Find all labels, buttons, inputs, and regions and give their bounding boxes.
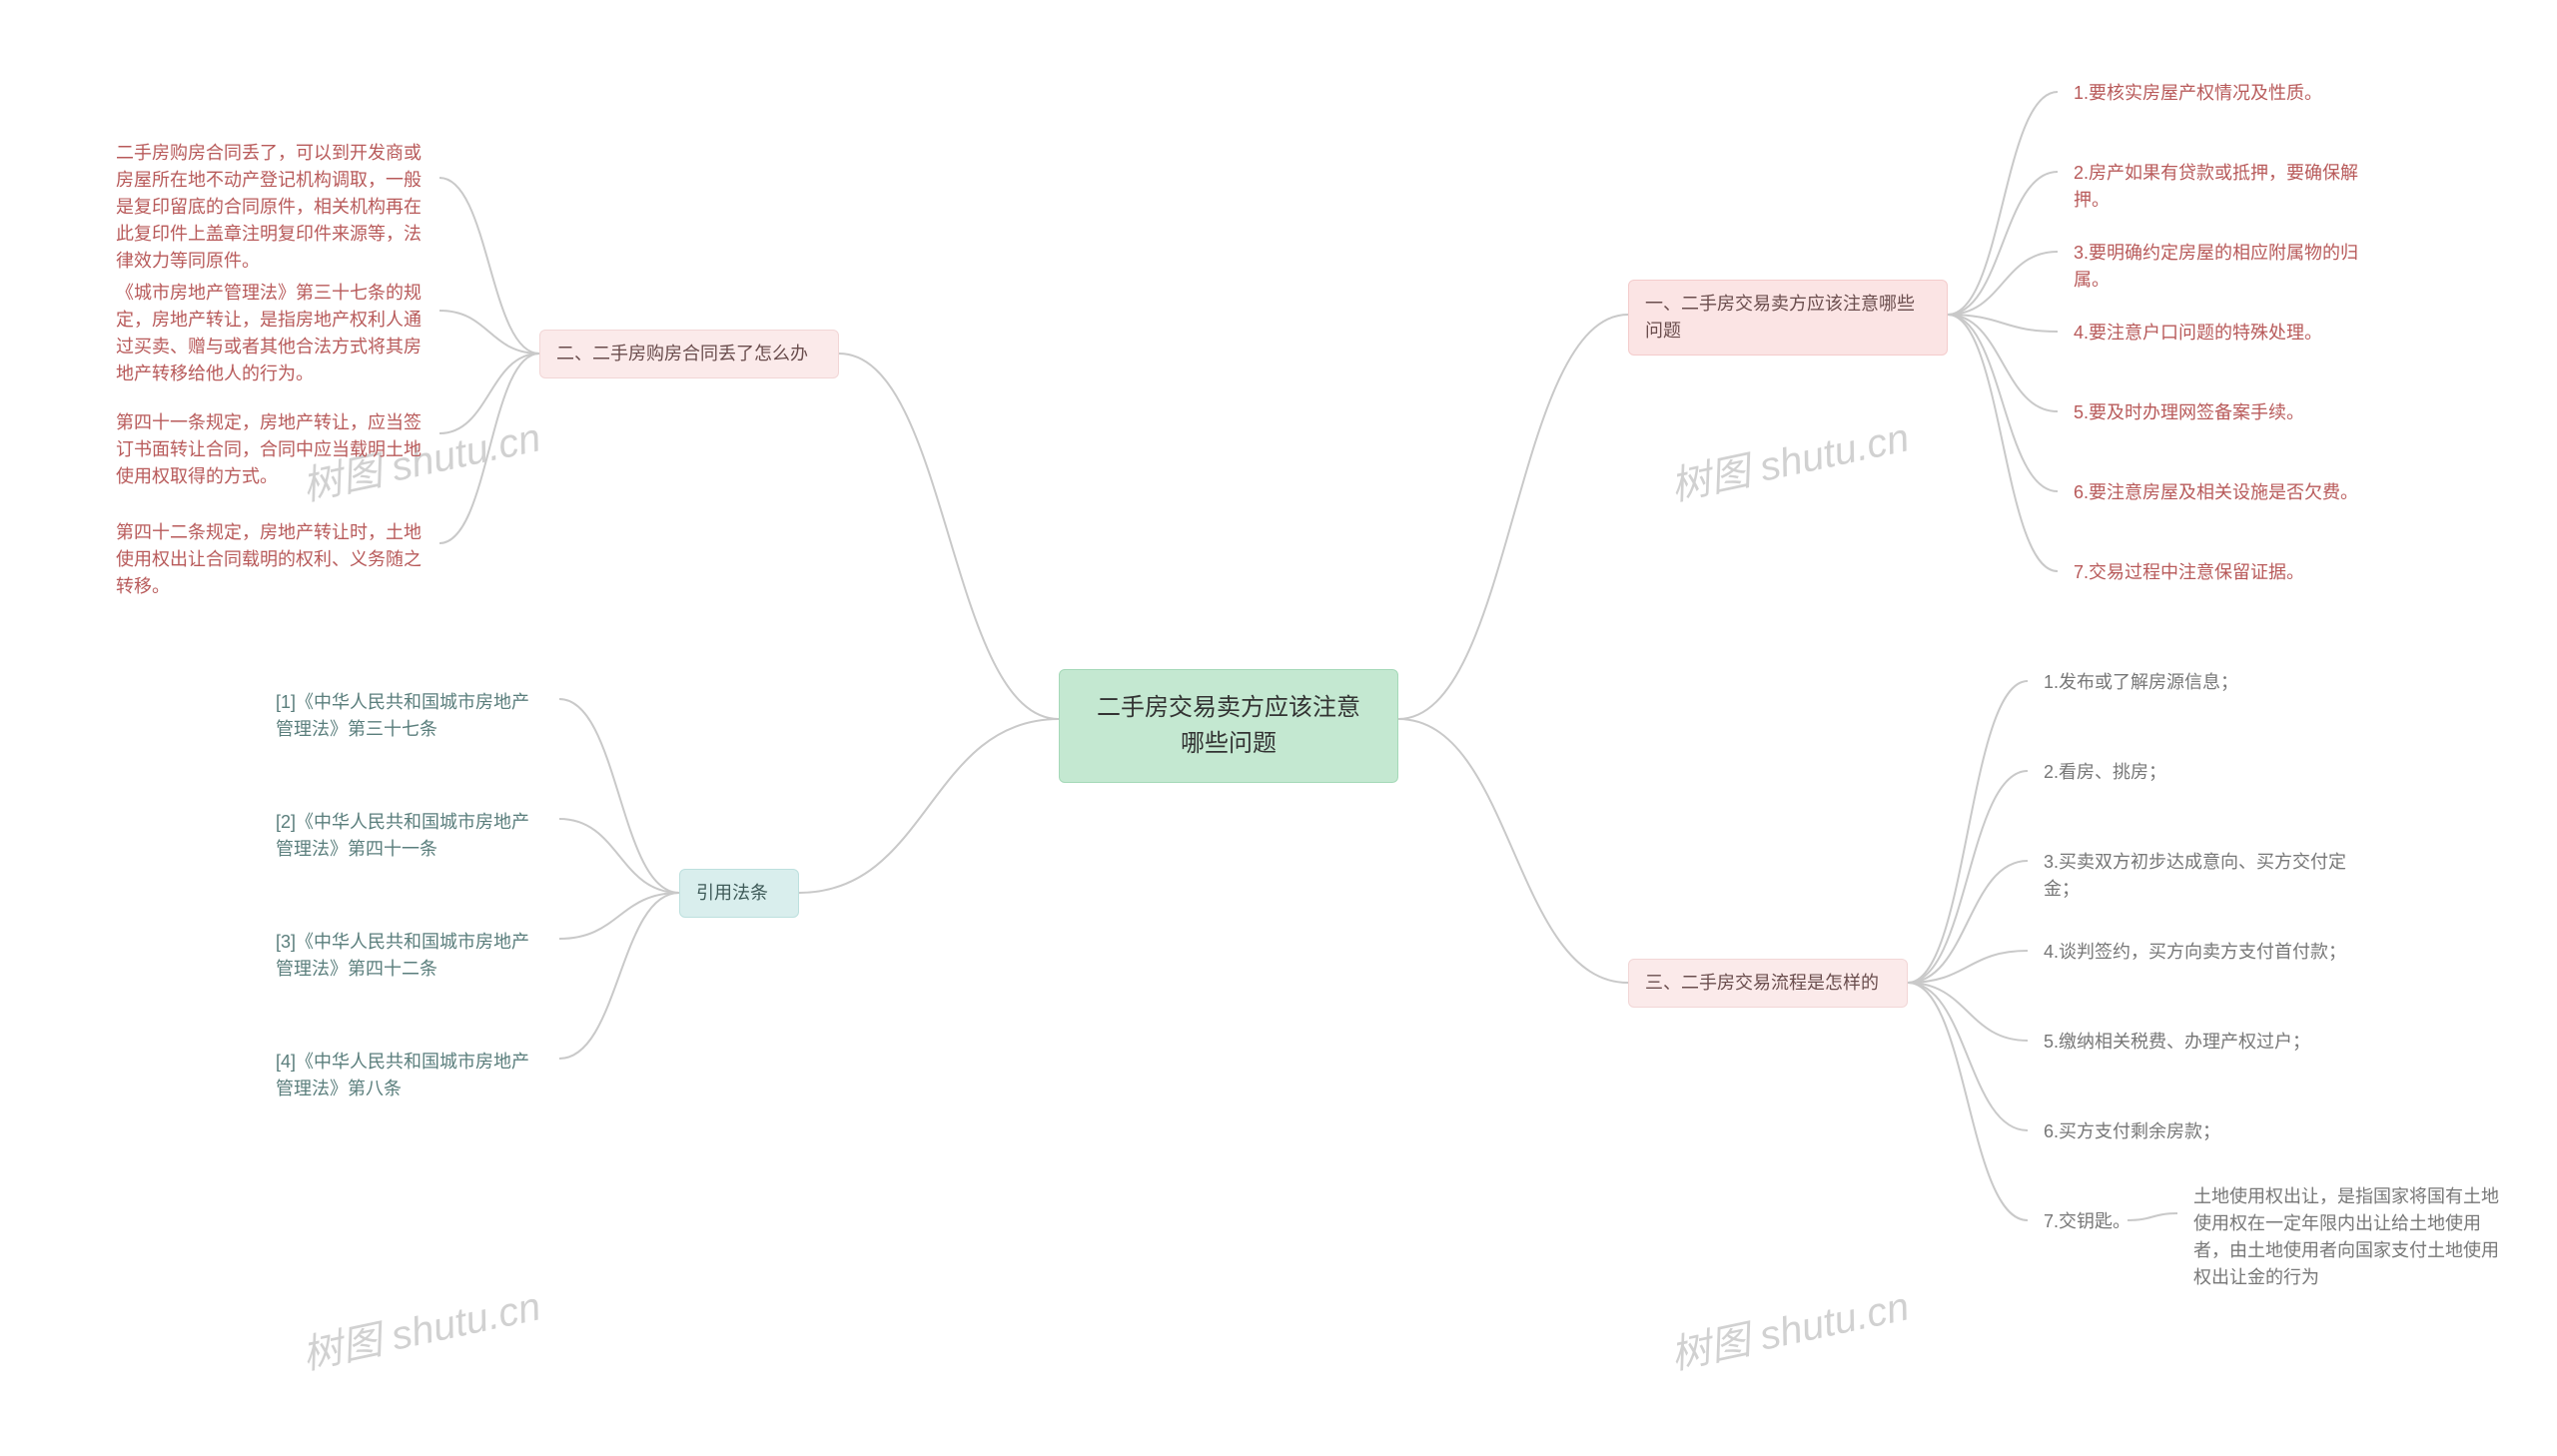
leaf-node[interactable]: 4.谈判签约，买方向卖方支付首付款； <box>2028 929 2362 976</box>
leaf-node[interactable]: 2.看房、挑房； <box>2028 749 2182 796</box>
watermark: 树图 shutu.cn <box>297 1273 545 1380</box>
leaf-node[interactable]: 5.缴纳相关税费、办理产权过户； <box>2028 1019 2326 1066</box>
leaf-node[interactable]: 3.要明确约定房屋的相应附属物的归属。 <box>2058 230 2397 304</box>
leaf-node[interactable]: 1.发布或了解房源信息； <box>2028 659 2254 706</box>
leaf-node[interactable]: [1]《中华人民共和国城市房地产管理法》第三十七条 <box>260 679 559 753</box>
leaf-node[interactable]: 7.交易过程中注意保留证据。 <box>2058 549 2320 596</box>
branch-node-b3[interactable]: 三、二手房交易流程是怎样的 <box>1628 959 1908 1008</box>
leaf-node[interactable]: 6.买方支付剩余房款； <box>2028 1108 2236 1155</box>
leaf-node[interactable]: [4]《中华人民共和国城市房地产管理法》第八条 <box>260 1039 559 1112</box>
branch-node-b4[interactable]: 引用法条 <box>679 869 799 918</box>
watermark: 树图 shutu.cn <box>1665 1273 1914 1380</box>
leaf-node[interactable]: 二手房购房合同丢了，可以到开发商或房屋所在地不动产登记机构调取，一般是复印留底的… <box>100 130 439 285</box>
leaf-node[interactable]: 第四十一条规定，房地产转让，应当签订书面转让合同，合同中应当载明土地使用权取得的… <box>100 399 439 500</box>
leaf-node[interactable]: 1.要核实房屋产权情况及性质。 <box>2058 70 2338 117</box>
branch-node-b2[interactable]: 二、二手房购房合同丢了怎么办 <box>539 330 839 378</box>
leaf-child-node[interactable]: 土地使用权出让，是指国家将国有土地使用权在一定年限内出让给土地使用者，由土地使用… <box>2177 1173 2517 1301</box>
leaf-node[interactable]: 第四十二条规定，房地产转让时，土地使用权出让合同载明的权利、义务随之转移。 <box>100 509 439 610</box>
leaf-node[interactable]: 7.交钥匙。 <box>2028 1198 2146 1245</box>
leaf-node[interactable]: 2.房产如果有贷款或抵押，要确保解押。 <box>2058 150 2397 224</box>
branch-node-b1[interactable]: 一、二手房交易卖方应该注意哪些 问题 <box>1628 280 1948 356</box>
leaf-node[interactable]: 《城市房地产管理法》第三十七条的规定，房地产转让，是指房地产权利人通过买卖、赠与… <box>100 270 439 397</box>
leaf-node[interactable]: 4.要注意户口问题的特殊处理。 <box>2058 310 2338 357</box>
leaf-node[interactable]: 5.要及时办理网签备案手续。 <box>2058 389 2320 436</box>
watermark: 树图 shutu.cn <box>1665 404 1914 511</box>
root-node[interactable]: 二手房交易卖方应该注意 哪些问题 <box>1059 669 1398 783</box>
leaf-node[interactable]: [3]《中华人民共和国城市房地产管理法》第四十二条 <box>260 919 559 993</box>
leaf-node[interactable]: [2]《中华人民共和国城市房地产管理法》第四十一条 <box>260 799 559 873</box>
leaf-node[interactable]: 6.要注意房屋及相关设施是否欠费。 <box>2058 469 2374 516</box>
leaf-node[interactable]: 3.买卖双方初步达成意向、买方交付定金； <box>2028 839 2367 913</box>
